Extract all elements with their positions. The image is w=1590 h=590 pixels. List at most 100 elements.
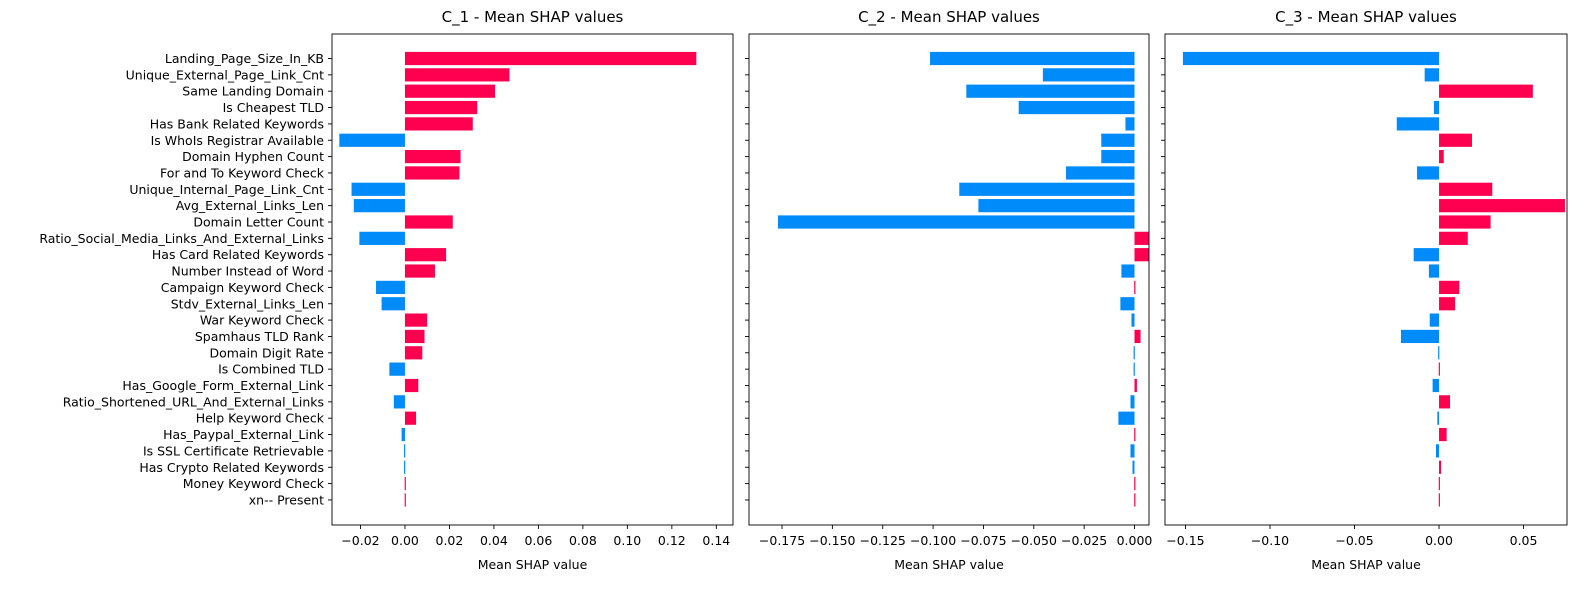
bar [404,100,478,115]
bar [339,133,405,147]
x-tick-label: 0.14 [702,533,730,548]
bar [1134,248,1149,262]
bar [1132,460,1135,474]
bar [930,51,1135,66]
bar [1439,133,1472,147]
bar [1134,477,1136,491]
bar [1439,297,1456,311]
bar [1439,460,1442,474]
y-tick-label: Campaign Keyword Check [161,280,325,295]
bar [1432,378,1440,393]
x-tick-label: −0.150 [809,533,855,548]
y-tick-label: Domain Digit Rate [209,345,324,360]
x-tick-label: −0.125 [860,533,906,548]
bar [1134,329,1141,344]
axes-frame [748,33,1150,526]
bar [1439,395,1451,409]
x-tick-label: 0.05 [1510,533,1538,548]
y-tick-label: Unique_Internal_Page_Link_Cnt [129,182,324,197]
bar [1042,68,1135,82]
y-tick-label: Has Card Related Keywords [152,247,324,262]
chart-title: C_2 - Mean SHAP values [858,8,1040,27]
bar [401,427,405,442]
bar [1438,493,1440,507]
bar [1435,444,1440,458]
y-tick-label: Same Landing Domain [182,84,324,99]
y-tick-label: Is WhoIs Registrar Available [151,133,325,148]
y-tick-label: Avg_External_Links_Len [176,198,324,213]
bar [1396,117,1440,131]
bar [404,68,510,82]
bar [393,395,405,409]
x-tick-label: −0.075 [960,533,1006,548]
bar [404,313,428,327]
bar [1413,248,1440,262]
bar [1101,133,1135,147]
bar [1438,346,1440,360]
bar [404,264,435,278]
bar [404,346,423,360]
chart-title: C_3 - Mean SHAP values [1275,8,1457,27]
x-tick-label: 0.00 [1425,533,1453,548]
bar [1130,444,1135,458]
y-tick-label: Unique_External_Page_Link_Cnt [126,67,324,82]
chart-panel-2: −0.175 −0.150 −0.125 −0.100 −0.075 −0.050 −0.0… [745,8,1152,572]
y-tick-label: Number Instead of Word [171,264,324,279]
bar [359,231,405,245]
bar [1437,411,1440,425]
bar [1133,346,1135,360]
bar [778,215,1135,229]
bar [1417,166,1440,180]
chart-panel-1: Landing_Page_Size_In_KBUnique_External_P… [39,8,734,572]
bar [1134,427,1136,442]
bar [1018,100,1135,115]
bar [1438,362,1440,376]
bar [404,51,697,66]
x-axis-label: Mean SHAP value [894,557,1004,572]
y-tick-label: War Keyword Check [200,313,325,328]
x-tick-label: 0.12 [658,533,686,548]
y-tick-label: Ratio_Shortened_URL_And_External_Links [63,394,324,409]
bar [404,150,461,164]
bar [1134,231,1149,245]
bar [1439,150,1444,164]
bar [1400,329,1440,344]
y-tick-label: Has Bank Related Keywords [150,116,324,131]
y-tick-label: Money Keyword Check [183,476,325,491]
x-tick-label: −0.05 [1335,533,1373,548]
bar [1131,313,1135,327]
bar [978,199,1135,213]
bar [404,329,425,344]
bar [1439,199,1565,213]
bar [404,444,406,458]
bar [1424,68,1440,82]
bar [404,411,417,425]
bar [1439,84,1533,98]
bar [1066,166,1135,180]
x-tick-label: −0.02 [341,533,379,548]
y-tick-label: Stdv_External_Links_Len [171,296,324,311]
chart-panel-3: −0.15 −0.10 −0.05 0.00 0.05 C_3 - Mean SHAP v… [1161,8,1568,572]
y-tick-label: Has_Paypal_External_Link [163,427,325,442]
bar [1120,297,1135,311]
bar [404,378,419,393]
y-tick-label: Ratio_Social_Media_Links_And_External_Li… [39,231,324,246]
bar [404,248,447,262]
bar [381,297,405,311]
x-tick-label: −0.050 [1011,533,1057,548]
x-tick-label: −0.10 [1251,533,1289,548]
bar [1429,313,1440,327]
bar [1428,264,1440,278]
x-tick-label: 0.10 [613,533,641,548]
y-tick-label: Spamhaus TLD Rank [195,329,325,344]
bar [1439,280,1460,294]
bar [404,477,406,491]
x-tick-label: 0.04 [480,533,508,548]
x-axis-label: Mean SHAP value [1311,557,1421,572]
x-tick-label: −0.025 [1061,533,1107,548]
bar [404,493,406,507]
bar [404,460,406,474]
bar [1118,411,1135,425]
bar [1182,51,1440,66]
